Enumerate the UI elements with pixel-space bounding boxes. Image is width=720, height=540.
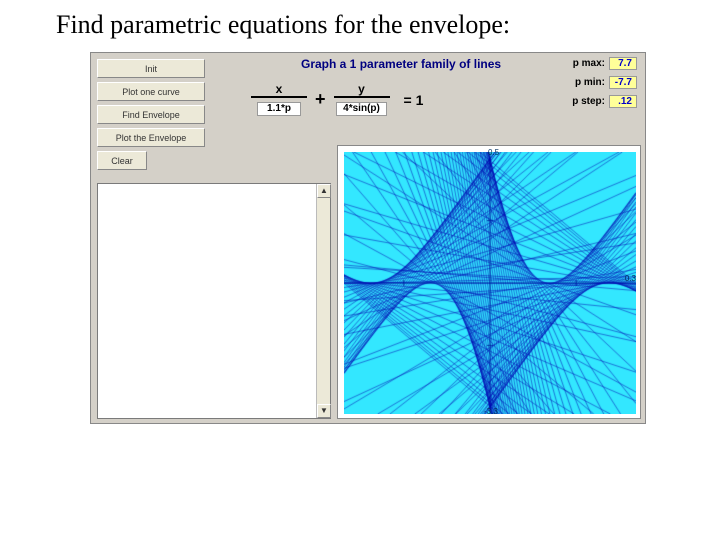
app-panel: Init Plot one curve Find Envelope Plot t… [90, 52, 646, 424]
scroll-up-button[interactable]: ▲ [317, 184, 331, 198]
pmin-label: p min: [575, 77, 605, 88]
y-fraction: y 4*sin(p) [334, 83, 390, 116]
y-frac-bar [334, 96, 390, 98]
init-button[interactable]: Init [97, 59, 205, 78]
y-numerator: y [348, 83, 375, 95]
page-title: Find parametric equations for the envelo… [56, 10, 510, 40]
equals-one: = 1 [404, 92, 424, 108]
pmax-input[interactable]: 7.7 [609, 57, 637, 70]
pmax-label: p max: [573, 58, 605, 69]
axis-tick-bottom: -3.3 [484, 407, 498, 416]
y-denominator-input[interactable]: 4*sin(p) [336, 102, 387, 116]
pstep-input[interactable]: .12 [609, 95, 637, 108]
plot-one-curve-button[interactable]: Plot one curve [97, 82, 205, 101]
plot-area: 0.5 0.3 -3.3 [337, 145, 641, 419]
find-envelope-button[interactable]: Find Envelope [97, 105, 205, 124]
clear-button[interactable]: Clear [97, 151, 147, 170]
scroll-down-button[interactable]: ▼ [317, 404, 331, 418]
x-denominator-input[interactable]: 1.1*p [257, 102, 301, 116]
x-numerator: x [266, 83, 293, 95]
scrollbar[interactable]: ▲ ▼ [316, 184, 330, 418]
axis-tick-right: 0.3 [625, 274, 636, 283]
x-fraction: x 1.1*p [251, 83, 307, 116]
button-column: Init Plot one curve Find Envelope Plot t… [97, 59, 205, 170]
plot-envelope-button[interactable]: Plot the Envelope [97, 128, 205, 147]
param-panel: p max: 7.7 p min: -7.7 p step: .12 [537, 57, 637, 114]
app-title: Graph a 1 parameter family of lines [301, 57, 501, 71]
plot-canvas [344, 152, 636, 414]
equation-row: x 1.1*p + y 4*sin(p) = 1 [251, 83, 423, 116]
plus-sign: + [315, 89, 326, 110]
x-frac-bar [251, 96, 307, 98]
output-listbox[interactable]: ▲ ▼ [97, 183, 331, 419]
pmin-input[interactable]: -7.7 [609, 76, 637, 89]
axis-tick-top: 0.5 [488, 148, 499, 157]
pstep-label: p step: [572, 96, 605, 107]
